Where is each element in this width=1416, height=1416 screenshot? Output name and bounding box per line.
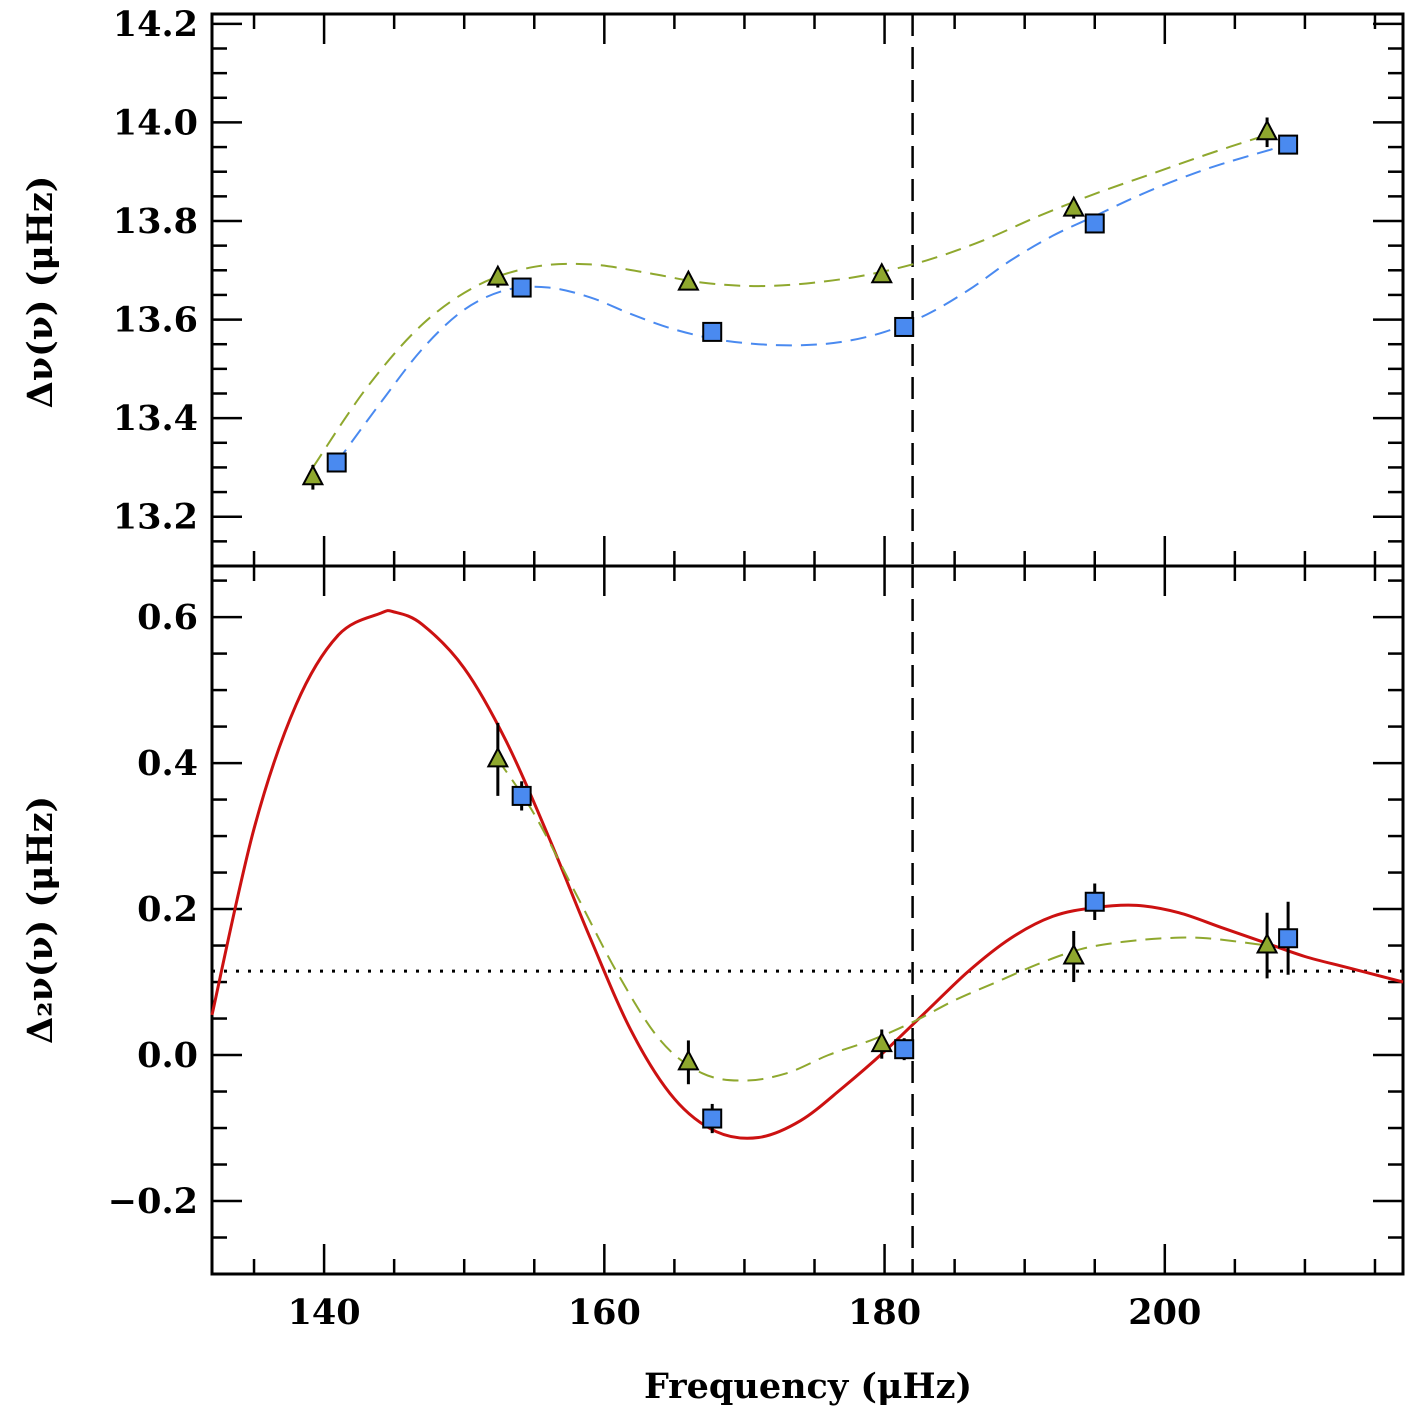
bottom-x-tick-label: 180 — [848, 1292, 921, 1333]
top-square-point — [511, 277, 532, 298]
top-square-point — [702, 321, 723, 342]
bottom-plot-frame — [210, 564, 1405, 1276]
bottom-triangle-point — [677, 1049, 700, 1071]
bottom-x-tick-label: 160 — [568, 1292, 641, 1333]
top-y-tick-label: 13.4 — [113, 398, 198, 439]
top-y-tick-label: 13.2 — [113, 497, 198, 538]
top-square-point — [894, 316, 915, 337]
top-fit-curve-dashed-1 — [335, 143, 1289, 464]
top-triangle-point — [870, 262, 893, 284]
bottom-triangle-point — [1062, 943, 1085, 965]
bottom-y-tick-label: 0.6 — [137, 597, 198, 638]
top-square-point — [1084, 213, 1105, 234]
bottom-triangle-point — [1255, 932, 1279, 954]
top-panel: 13.2 13.4 13.6 13.8 14.0 14.2 — [113, 4, 1405, 568]
bottom-y-tick-label: 0.0 — [137, 1035, 198, 1076]
x-axis-title: Frequency (μHz) — [644, 1366, 972, 1407]
bottom-square-point — [511, 785, 532, 806]
top-plot-frame — [210, 12, 1405, 568]
bottom-x-tick-label: 140 — [288, 1292, 361, 1333]
bottom-y-axis-title: Δ₂ν(ν) (μHz) — [20, 796, 61, 1044]
top-y-tick-label: 13.8 — [113, 201, 198, 242]
top-y-tick-label: 14.0 — [113, 102, 198, 143]
bottom-square-point — [1278, 928, 1299, 949]
bottom-x-tick-label: 200 — [1128, 1292, 1201, 1333]
bottom-panel: −0.2 0.0 0.2 0.4 0.6 140 160 180 200 — [108, 564, 1405, 1333]
bottom-square-point — [894, 1039, 915, 1060]
bottom-y-tick-label: −0.2 — [108, 1181, 198, 1222]
top-y-axis-title: Δν(ν) (μHz) — [20, 176, 61, 409]
top-fit-curve-dashed-0 — [312, 133, 1268, 468]
top-triangle-point — [1062, 195, 1085, 217]
bottom-triangle-point — [486, 746, 509, 768]
top-triangle-point — [301, 464, 325, 486]
bottom-square-point — [702, 1108, 723, 1129]
bottom-triangle-point — [870, 1030, 893, 1053]
bottom-fit-curve-dashed-1 — [496, 758, 1268, 1082]
top-y-tick-label: 13.6 — [113, 300, 198, 341]
bottom-square-point — [1084, 891, 1105, 912]
top-y-tick-label: 14.2 — [113, 4, 198, 45]
top-triangle-point — [677, 269, 700, 291]
bottom-y-tick-label: 0.2 — [137, 889, 198, 930]
bottom-y-tick-label: 0.4 — [137, 743, 198, 784]
top-triangle-point — [1255, 119, 1279, 141]
bottom-fit-curve-solid — [210, 609, 1404, 1140]
top-square-point — [326, 452, 347, 473]
top-square-point — [1278, 134, 1299, 155]
top-triangle-point — [486, 264, 509, 286]
